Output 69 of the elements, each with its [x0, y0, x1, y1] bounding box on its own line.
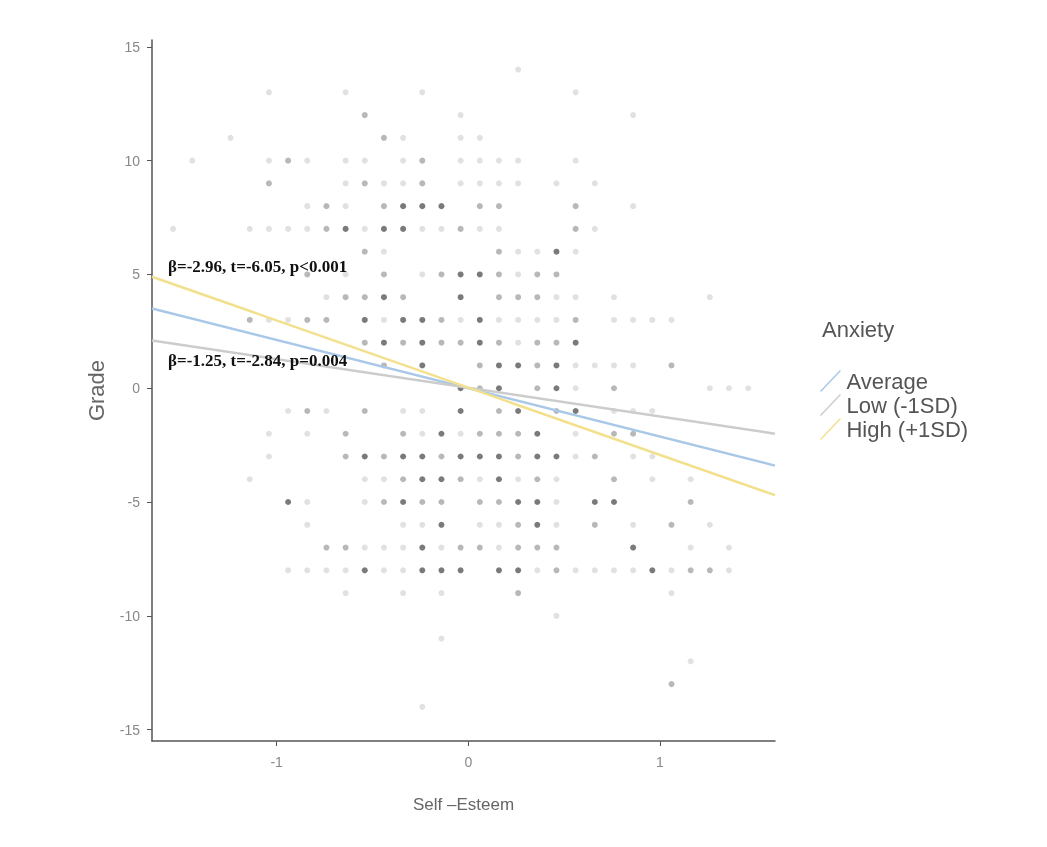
point — [495, 567, 502, 574]
point — [380, 339, 387, 346]
point — [400, 225, 407, 232]
point — [380, 294, 387, 301]
y-tick-label: 10 — [124, 152, 141, 169]
y-tick-label: -10 — [119, 607, 141, 624]
point — [419, 203, 426, 210]
point — [438, 476, 445, 483]
point — [457, 294, 464, 301]
point — [419, 567, 426, 574]
point — [342, 225, 349, 232]
point — [572, 339, 579, 346]
point — [495, 385, 502, 392]
point — [457, 567, 464, 574]
point — [534, 499, 541, 506]
point — [400, 453, 407, 460]
point — [610, 499, 617, 506]
point — [457, 407, 464, 414]
point — [400, 499, 407, 506]
point — [438, 430, 445, 437]
point — [553, 453, 560, 460]
point — [515, 362, 522, 369]
x-tick-label: -1 — [270, 754, 284, 770]
point — [495, 362, 502, 369]
point — [476, 271, 483, 278]
point — [419, 339, 426, 346]
y-tick-label: -5 — [127, 494, 141, 511]
legend-title: Anxiety — [822, 316, 895, 342]
point — [476, 453, 483, 460]
point — [515, 407, 522, 414]
point — [495, 453, 502, 460]
annotation: β=-1.25, t=-2.84, p=0.004 — [168, 351, 348, 370]
point — [515, 499, 522, 506]
point — [419, 476, 426, 483]
x-axis-title: Self –Esteem — [412, 795, 515, 814]
point — [419, 316, 426, 323]
point — [380, 225, 387, 232]
point — [438, 521, 445, 528]
y-tick-label: 15 — [124, 38, 141, 55]
point — [400, 316, 407, 323]
point — [361, 453, 368, 460]
point — [285, 499, 292, 506]
point — [553, 385, 560, 392]
point — [553, 362, 560, 369]
point — [649, 567, 656, 574]
point — [476, 339, 483, 346]
point — [361, 567, 368, 574]
point — [534, 430, 541, 437]
point — [438, 203, 445, 210]
annotation: β=-2.96, t=-6.05, p<0.001 — [168, 257, 348, 276]
y-tick-label: 5 — [132, 266, 141, 283]
point — [534, 453, 541, 460]
point — [361, 316, 368, 323]
x-tick-label: 1 — [656, 754, 665, 770]
point — [572, 407, 579, 414]
y-tick-label: -15 — [119, 721, 141, 738]
point — [400, 203, 407, 210]
point — [630, 544, 637, 551]
point — [515, 567, 522, 574]
point — [457, 453, 464, 460]
point — [591, 499, 598, 506]
point — [457, 271, 464, 278]
point — [476, 316, 483, 323]
y-axis-title: Grade — [83, 359, 109, 422]
x-tick-label: 0 — [464, 754, 473, 770]
point — [495, 476, 502, 483]
y-tick-label: 0 — [132, 380, 141, 397]
point — [534, 521, 541, 528]
legend-label: Average — [846, 368, 929, 394]
